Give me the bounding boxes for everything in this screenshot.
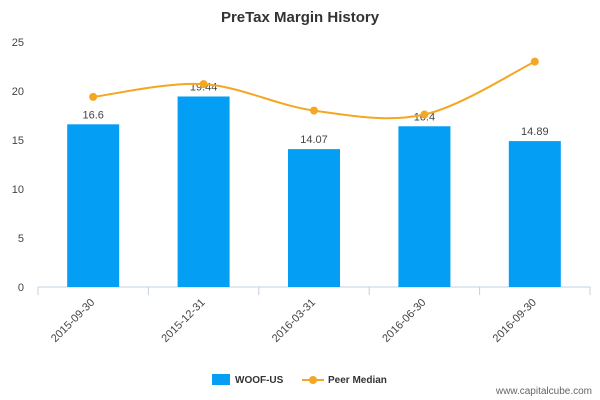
- bar: [398, 126, 451, 287]
- legend-label-woof: WOOF-US: [235, 375, 284, 386]
- y-tick-label: 5: [18, 233, 24, 245]
- x-tick-label: 2016-06-30: [380, 297, 428, 345]
- peer-median-point: [89, 92, 98, 101]
- x-tick-label: 2016-03-31: [270, 297, 318, 345]
- x-axis-labels: 2015-09-30 2015-12-31 2016-03-31 2016-06-30…: [49, 297, 539, 345]
- x-tick-label: 2015-09-30: [49, 297, 97, 345]
- bar: [508, 141, 561, 287]
- bar-value-label: 14.07: [300, 134, 328, 146]
- legend-label-peer: Peer Median: [328, 375, 387, 386]
- y-tick-label: 10: [12, 184, 24, 196]
- peer-median-point: [530, 57, 539, 66]
- y-tick-label: 15: [12, 135, 24, 147]
- chart-title: PreTax Margin History: [221, 9, 380, 26]
- peer-median-point: [310, 106, 318, 115]
- peer-median-points: [89, 57, 539, 119]
- legend-swatch-peer-point: [309, 376, 317, 384]
- x-tick-label: 2015-12-31: [159, 297, 207, 345]
- peer-median-point: [199, 80, 208, 89]
- bar-data-labels: 16.619.4414.0716.414.89: [82, 81, 548, 146]
- x-tick-label: 2016-09-30: [491, 297, 539, 345]
- bar: [177, 96, 230, 287]
- y-tick-label: 20: [12, 86, 24, 98]
- peer-median-point: [420, 110, 429, 119]
- source-credit: www.capitalcube.com: [495, 386, 592, 397]
- legend-swatch-woof: [212, 374, 230, 385]
- bar: [67, 124, 120, 287]
- bar: [288, 149, 340, 287]
- y-tick-label: 25: [12, 37, 24, 49]
- legend: WOOF-US Peer Median: [212, 374, 387, 386]
- y-axis: 0 5 10 15 20 25: [12, 37, 24, 294]
- bar-value-label: 14.89: [521, 126, 549, 138]
- bar-series: [67, 96, 561, 287]
- bar-value-label: 16.6: [82, 109, 103, 121]
- y-tick-label: 0: [18, 282, 24, 294]
- x-tick-marks: [37, 287, 591, 295]
